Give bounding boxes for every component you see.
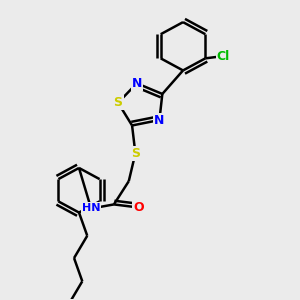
Text: N: N bbox=[154, 113, 165, 127]
Text: O: O bbox=[134, 201, 144, 214]
Text: Cl: Cl bbox=[217, 50, 230, 63]
Text: S: S bbox=[131, 147, 140, 160]
Text: S: S bbox=[114, 96, 123, 109]
Text: N: N bbox=[132, 77, 142, 90]
Text: HN: HN bbox=[82, 202, 100, 212]
